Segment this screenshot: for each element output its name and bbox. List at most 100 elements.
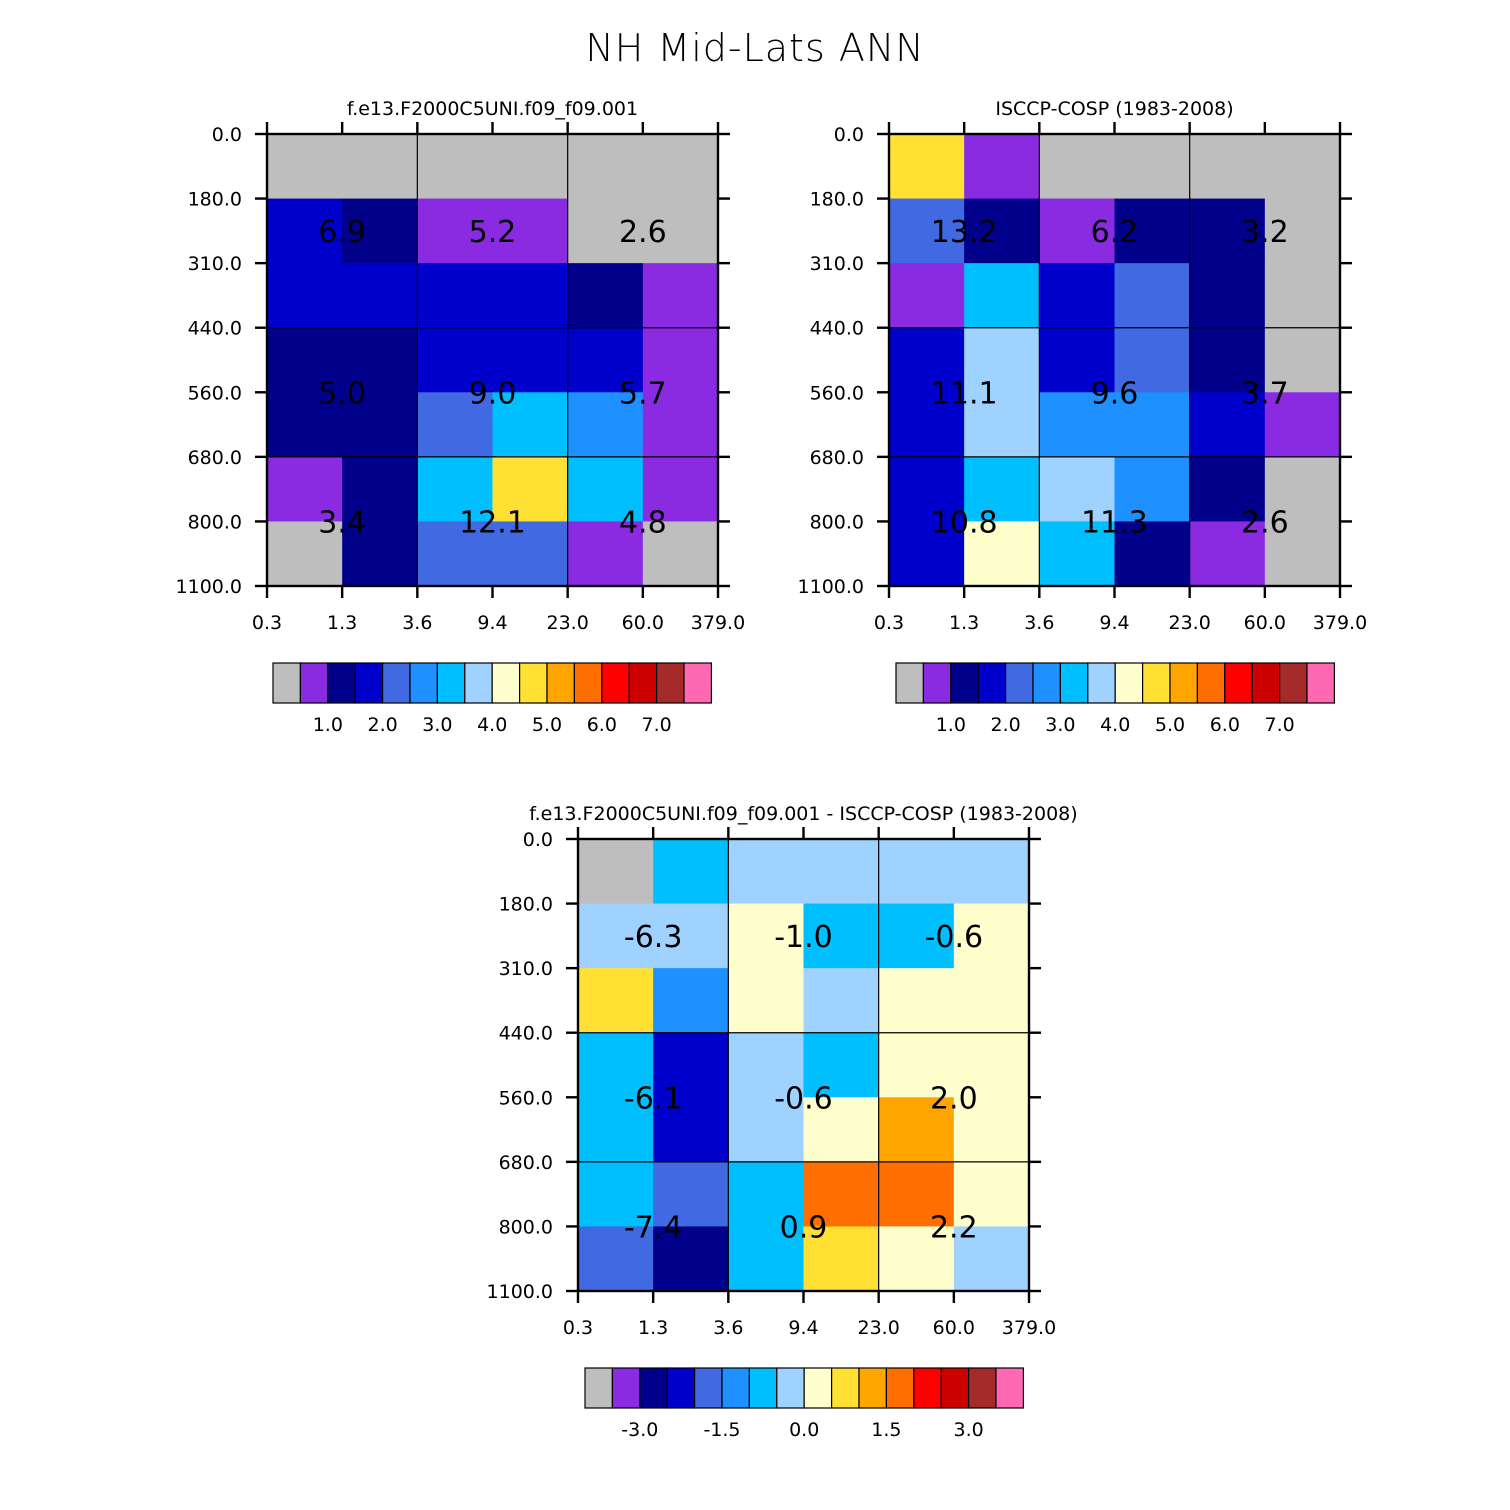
box-value-label: 2.0 <box>930 1081 978 1116</box>
x-tick-label: 3.6 <box>713 1317 743 1339</box>
box-value-label: -6.1 <box>624 1081 683 1116</box>
colorbar-label: 6.0 <box>587 714 617 736</box>
colorbar-swatch <box>776 1367 805 1409</box>
heatmap-cell <box>653 1032 729 1098</box>
colorbar-swatch <box>382 662 411 704</box>
colorbar-label: 7.0 <box>641 714 671 736</box>
x-tick-label: 60.0 <box>933 1317 975 1339</box>
heatmap-cell <box>803 1226 880 1292</box>
colorbar-swatch <box>940 1367 970 1409</box>
colorbar-swatch <box>922 662 952 704</box>
heatmap-cell <box>803 1161 880 1228</box>
y-tick-label: 310.0 <box>499 958 553 980</box>
heatmap-cell <box>1264 263 1341 329</box>
heatmap-cell <box>492 456 569 523</box>
colorbar-swatch <box>693 1367 723 1409</box>
colorbar-swatch <box>666 1367 696 1409</box>
colorbar: 1.0 2.0 3.0 4.0 5.0 6.0 7.0 <box>895 662 1335 736</box>
colorbar-swatch <box>518 662 548 704</box>
heatmap-cell <box>1114 521 1191 587</box>
box-value-label: 6.2 <box>1091 215 1139 250</box>
box-value-label: -6.3 <box>624 920 683 955</box>
y-tick-label: 1100.0 <box>798 576 864 598</box>
heatmap-cell <box>1189 521 1266 587</box>
heatmap-cell <box>1039 521 1116 587</box>
y-tick-label: 1100.0 <box>176 576 242 598</box>
colorbar-swatch <box>299 662 329 704</box>
box-value-label: 5.7 <box>619 376 667 411</box>
heatmap-cell <box>653 839 729 905</box>
x-tick-label: 379.0 <box>691 612 745 634</box>
y-tick-label: 310.0 <box>188 253 242 275</box>
heatmap-cell <box>889 198 965 264</box>
x-tick-label: 0.3 <box>563 1317 593 1339</box>
plot-panel-2: ISCCP-COSP (1983-2008) 13.2 6.2 3.2 11.1 9.6 3… <box>798 98 1368 736</box>
heatmap-cell <box>878 1226 955 1292</box>
heatmap-cell <box>953 1226 1030 1292</box>
colorbar-swatch <box>885 1367 915 1409</box>
heatmap-cell <box>267 134 343 200</box>
heatmap-cell <box>1039 456 1116 523</box>
heatmap-cell <box>803 1097 880 1163</box>
heatmap-cell <box>1189 392 1266 458</box>
box-value-label: 6.9 <box>318 215 366 250</box>
x-tick-label: 1.3 <box>638 1317 668 1339</box>
box-value-label: 11.3 <box>1081 505 1148 540</box>
colorbar-swatch <box>721 1367 750 1409</box>
colorbar-swatch <box>1032 662 1061 704</box>
y-tick-label: 440.0 <box>499 1023 553 1045</box>
x-tick-label: 0.3 <box>874 612 904 634</box>
heatmap-cell <box>878 903 955 969</box>
heatmap-cell <box>803 968 880 1034</box>
heatmap-cell <box>728 903 805 969</box>
box-value-label: 0.9 <box>780 1210 828 1245</box>
colorbar-swatch <box>995 1367 1024 1409</box>
colorbar-label: 5.0 <box>532 714 562 736</box>
heatmap-cell <box>417 134 494 200</box>
colorbar: 1.0 2.0 3.0 4.0 5.0 6.0 7.0 <box>272 662 712 736</box>
colorbar-swatch <box>272 662 301 704</box>
heatmap-cell <box>417 392 494 458</box>
box-value-label: 3.2 <box>1241 215 1289 250</box>
heatmap-cell <box>953 968 1030 1034</box>
heatmap-cell <box>492 392 569 458</box>
y-tick-label: 560.0 <box>188 382 242 404</box>
heatmap-cell <box>267 198 343 264</box>
colorbar-swatch <box>1196 662 1226 704</box>
colorbar-swatch <box>1087 662 1116 704</box>
colorbar-label: 7.0 <box>1264 714 1294 736</box>
heatmap-cell <box>342 456 418 523</box>
y-tick-label: 800.0 <box>499 1216 553 1238</box>
colorbar-swatch <box>1169 662 1198 704</box>
x-tick-label: 3.6 <box>402 612 432 634</box>
page-title: NH Mid-Lats ANN <box>585 26 925 70</box>
x-tick-label: 1.3 <box>949 612 979 634</box>
heatmap-cell <box>417 521 494 587</box>
heatmap-cell <box>889 521 965 587</box>
colorbar-swatch <box>611 1367 641 1409</box>
heatmap-cell <box>1114 456 1191 523</box>
heatmap-cell <box>728 1032 805 1098</box>
colorbar-label: 2.0 <box>367 714 397 736</box>
box-value-label: 11.1 <box>931 376 998 411</box>
y-tick-label: 680.0 <box>810 447 864 469</box>
heatmap-cell <box>1264 134 1341 200</box>
x-tick-label: 9.4 <box>1099 612 1129 634</box>
colorbar-label: 1.0 <box>936 714 966 736</box>
colorbar-swatch <box>1251 662 1281 704</box>
heatmap-cell <box>642 327 719 393</box>
heatmap-cell <box>953 1161 1030 1228</box>
heatmap-cell <box>567 134 644 200</box>
heatmap-cell <box>728 1226 805 1292</box>
heatmap-cell <box>1264 198 1341 264</box>
heatmap-cell <box>267 521 343 587</box>
heatmap-cell <box>889 263 965 329</box>
heatmap-cell <box>1189 198 1266 264</box>
x-tick-label: 379.0 <box>1313 612 1367 634</box>
heatmap-cell <box>578 1161 654 1228</box>
heatmap-cell <box>342 327 418 393</box>
heatmap-cell <box>964 134 1040 200</box>
heatmap-cell <box>492 521 569 587</box>
heatmap-cell <box>1039 134 1116 200</box>
heatmap-cell <box>417 327 494 393</box>
